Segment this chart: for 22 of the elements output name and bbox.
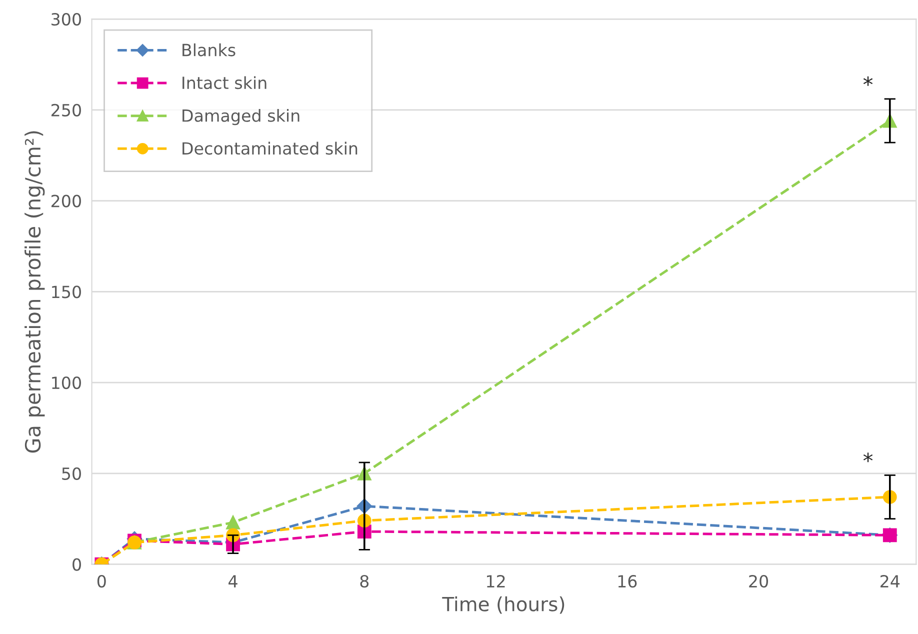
y-tick-label: 200 xyxy=(51,194,81,208)
y-tick-label: 300 xyxy=(52,12,81,26)
legend-label: Blanks xyxy=(182,43,236,56)
x-tick-label: 16 xyxy=(618,574,637,588)
annotation: * xyxy=(863,76,873,86)
x-tick-label: 12 xyxy=(487,574,505,588)
x-tick-label: 8 xyxy=(360,574,369,588)
legend-label: Damaged skin xyxy=(182,109,300,126)
x-tick-label: 20 xyxy=(749,574,768,588)
x-axis-title: Time (hours) xyxy=(442,596,564,614)
y-tick-label: 50 xyxy=(62,467,81,480)
legend-label: Decontaminated skin xyxy=(182,142,358,155)
y-tick-label: 0 xyxy=(72,558,81,571)
x-tick-label: 0 xyxy=(97,574,106,588)
annotation: * xyxy=(863,452,873,462)
legend-label: Intact skin xyxy=(182,76,266,90)
x-tick-label: 4 xyxy=(228,575,238,588)
y-tick-label: 150 xyxy=(52,286,81,298)
x-tick-label: 24 xyxy=(880,574,900,588)
y-tick-label: 100 xyxy=(52,376,81,390)
y-axis-title: Ga permeation profile (ng/cm²) xyxy=(24,131,45,453)
y-tick-label: 250 xyxy=(51,104,81,116)
